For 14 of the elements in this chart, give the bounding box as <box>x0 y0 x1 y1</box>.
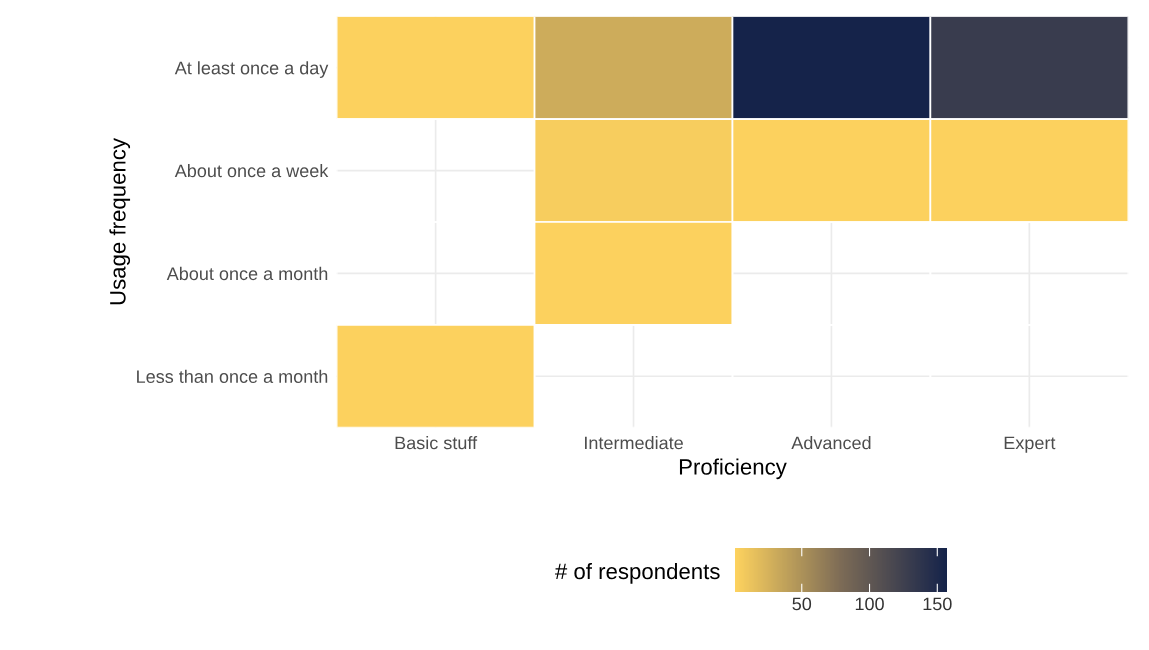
y-tick-label: Less than once a month <box>137 369 328 383</box>
y-axis-title: Usage frequency <box>109 138 131 305</box>
x-tick-label: Advanced <box>791 436 871 450</box>
x-tick-label: Basic stuff <box>395 436 478 450</box>
x-axis-title: Proficiency <box>679 458 787 480</box>
x-tick-label: Intermediate <box>585 436 683 450</box>
color-bar-label: 100 <box>855 597 884 611</box>
color-bar-label: 150 <box>923 597 952 611</box>
x-tick-label: Expert <box>1004 436 1056 453</box>
y-tick-label: At least once a day <box>174 61 329 78</box>
color-bar-label: 50 <box>792 597 812 611</box>
y-tick-label: About once a week <box>174 164 329 178</box>
y-tick-label: About once a month <box>166 266 328 281</box>
color-bar-title: # of respondents <box>554 562 720 584</box>
